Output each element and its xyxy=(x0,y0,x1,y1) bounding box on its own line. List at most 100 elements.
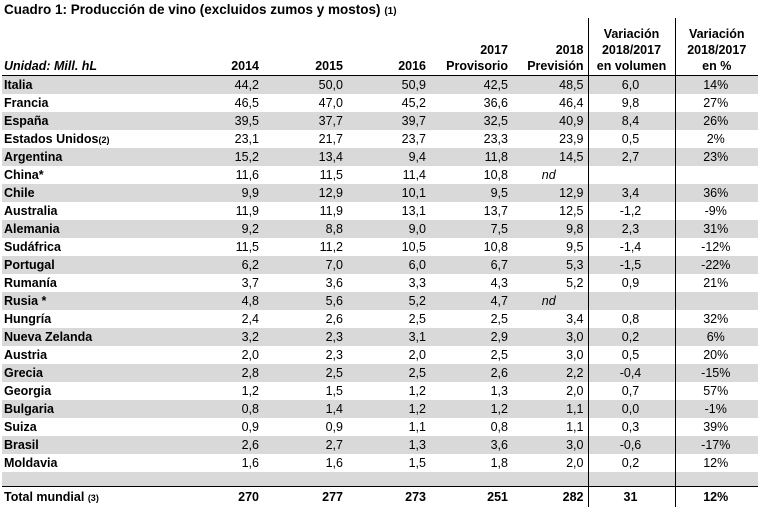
table-row: Austria 2,0 2,3 2,0 2,5 3,0 0,5 20% xyxy=(2,346,758,364)
value-cell-v2016: 9,4 xyxy=(347,148,430,166)
table-row: España 39,5 37,7 39,7 32,5 40,9 8,4 26% xyxy=(2,112,758,130)
value-cell-v2017: 1,2 xyxy=(430,400,512,418)
value-cell-v2017: 13,7 xyxy=(483,204,508,218)
value-cell-v2018: 2,0 xyxy=(566,384,584,398)
country-cell: Hungría xyxy=(2,310,175,328)
header-2017-year: 2017 xyxy=(480,43,508,57)
country-cell: Argentina xyxy=(2,148,175,166)
wine-production-table: Unidad: Mill. hL 2014 2015 2016 2017 Pro… xyxy=(2,18,758,507)
value-cell-var_vol: 0,2 xyxy=(587,454,675,472)
value-cell-v2014: 23,1 xyxy=(234,132,259,146)
value-cell-v2016: 1,5 xyxy=(408,456,426,470)
value-cell-v2015: 7,0 xyxy=(263,256,347,274)
table-row: Rumanía 3,7 3,6 3,3 4,3 5,2 0,9 21% xyxy=(2,274,758,292)
value-cell-v2017: 9,5 xyxy=(430,184,512,202)
value-cell-v2018: 12,9 xyxy=(512,184,588,202)
country-name: Italia xyxy=(4,78,33,92)
value-cell-v2017: 11,8 xyxy=(430,148,512,166)
value-cell-v2017: 42,5 xyxy=(430,75,512,94)
table-title: Cuadro 1: Producción de vino (excluidos … xyxy=(4,2,397,17)
country-name: Rumanía xyxy=(4,276,57,290)
country-cell: Brasil xyxy=(2,436,175,454)
table-row: Moldavia 1,6 1,6 1,5 1,8 2,0 0,2 12% xyxy=(2,454,758,472)
table-row: Suiza 0,9 0,9 1,1 0,8 1,1 0,3 39% xyxy=(2,418,758,436)
value-cell-v2016: 1,2 xyxy=(408,384,426,398)
value-cell-v2016: 3,3 xyxy=(408,276,426,290)
country-name: Georgia xyxy=(4,384,52,398)
value-cell-v2014: 2,4 xyxy=(241,312,259,326)
value-cell-v2015: 1,4 xyxy=(263,400,347,418)
country-cell: Alemania xyxy=(2,220,175,238)
header-var-percent-l2: 2018/2017 xyxy=(687,43,747,57)
value-cell-v2016: 2,5 xyxy=(347,364,430,382)
value-cell-v2016: 9,0 xyxy=(347,220,430,238)
table-row: Bulgaria 0,8 1,4 1,2 1,2 1,1 0,0 -1% xyxy=(2,400,758,418)
value-cell-var_pct: 32% xyxy=(674,310,758,328)
value-cell-v2016: 39,7 xyxy=(347,112,430,130)
total-cell-var_pct: 12% xyxy=(674,486,758,507)
table-row: Brasil 2,6 2,7 1,3 3,6 3,0 -0,6 -17% xyxy=(2,436,758,454)
table-row: China* 11,6 11,5 11,4 10,8 nd xyxy=(2,166,758,184)
value-cell-v2017: 2,5 xyxy=(490,312,508,326)
country-cell: Estados Unidos(2) xyxy=(2,130,175,148)
separator-cell xyxy=(430,472,512,487)
table-row: Sudáfrica 11,5 11,2 10,5 10,8 9,5 -1,4 -12% xyxy=(2,238,758,256)
value-cell-v2016: 6,0 xyxy=(347,256,430,274)
value-cell-v2014: 15,2 xyxy=(175,148,263,166)
value-cell-v2015: 0,9 xyxy=(325,420,343,434)
value-cell-v2014: 2,0 xyxy=(241,348,259,362)
value-cell-v2015: 12,9 xyxy=(263,184,347,202)
value-cell-var_pct: 14% xyxy=(674,75,758,94)
value-cell-v2016: 23,7 xyxy=(401,132,426,146)
value-cell-v2016: 13,1 xyxy=(401,204,426,218)
value-cell-v2018: 3,0 xyxy=(512,328,588,346)
value-cell-v2018: 2,2 xyxy=(512,364,588,382)
value-cell-var_pct: 39% xyxy=(674,418,758,436)
country-cell: Georgia xyxy=(2,382,175,400)
value-cell-v2014: 0,9 xyxy=(241,420,259,434)
country-cell: Rusia * xyxy=(2,292,175,310)
country-cell: Chile xyxy=(2,184,175,202)
value-cell-v2017: 6,7 xyxy=(430,256,512,274)
country-name: China* xyxy=(4,168,44,182)
value-cell-v2018: 3,0 xyxy=(566,348,584,362)
header-var-percent-l1: Variación xyxy=(688,27,745,41)
total-cell-v2017: 251 xyxy=(430,486,512,507)
value-cell-v2018: 9,8 xyxy=(512,220,588,238)
value-cell-var_vol: 6,0 xyxy=(587,75,675,94)
value-cell-var_vol: -0,4 xyxy=(587,364,675,382)
value-cell-v2018: 3,4 xyxy=(566,312,584,326)
value-cell-v2014: 2,6 xyxy=(175,436,263,454)
value-cell-v2016: 45,2 xyxy=(401,96,426,110)
value-cell-var_vol: 0,9 xyxy=(587,274,675,292)
value-cell-var_pct xyxy=(674,292,758,310)
value-cell-v2018: 12,5 xyxy=(559,204,584,218)
value-cell-var_pct: 6% xyxy=(674,328,758,346)
value-cell-var_vol: 2,7 xyxy=(587,148,675,166)
separator-cell xyxy=(175,472,263,487)
total-label-cell: Total mundial (3) xyxy=(2,486,175,507)
country-cell: Sudáfrica xyxy=(2,238,175,256)
value-cell-v2015: 1,6 xyxy=(325,456,343,470)
table-row: Alemania 9,2 8,8 9,0 7,5 9,8 2,3 31% xyxy=(2,220,758,238)
value-cell-v2016: 2,5 xyxy=(408,312,426,326)
value-cell-var_pct: 12% xyxy=(674,454,758,472)
value-cell-v2014: 46,5 xyxy=(234,96,259,110)
value-cell-v2015: 2,3 xyxy=(263,328,347,346)
total-cell-v2014: 270 xyxy=(175,486,263,507)
country-name: Moldavia xyxy=(4,456,58,470)
value-cell-v2014: 44,2 xyxy=(175,75,263,94)
value-cell-v2014: 1,2 xyxy=(241,384,259,398)
value-cell-v2016: 5,2 xyxy=(347,292,430,310)
separator-cell xyxy=(2,472,175,487)
table-row: Portugal 6,2 7,0 6,0 6,7 5,3 -1,5 -22% xyxy=(2,256,758,274)
value-cell-v2014: 2,8 xyxy=(175,364,263,382)
value-cell-v2015: 37,7 xyxy=(263,112,347,130)
country-name: Sudáfrica xyxy=(4,240,61,254)
value-cell-var_pct: -9% xyxy=(674,202,758,220)
value-cell-v2016: 11,4 xyxy=(402,168,426,182)
value-cell-var_vol: 0,0 xyxy=(587,400,675,418)
separator-cell xyxy=(347,472,430,487)
value-cell-v2014: 39,5 xyxy=(175,112,263,130)
value-cell-var_vol: 0,5 xyxy=(587,130,675,148)
